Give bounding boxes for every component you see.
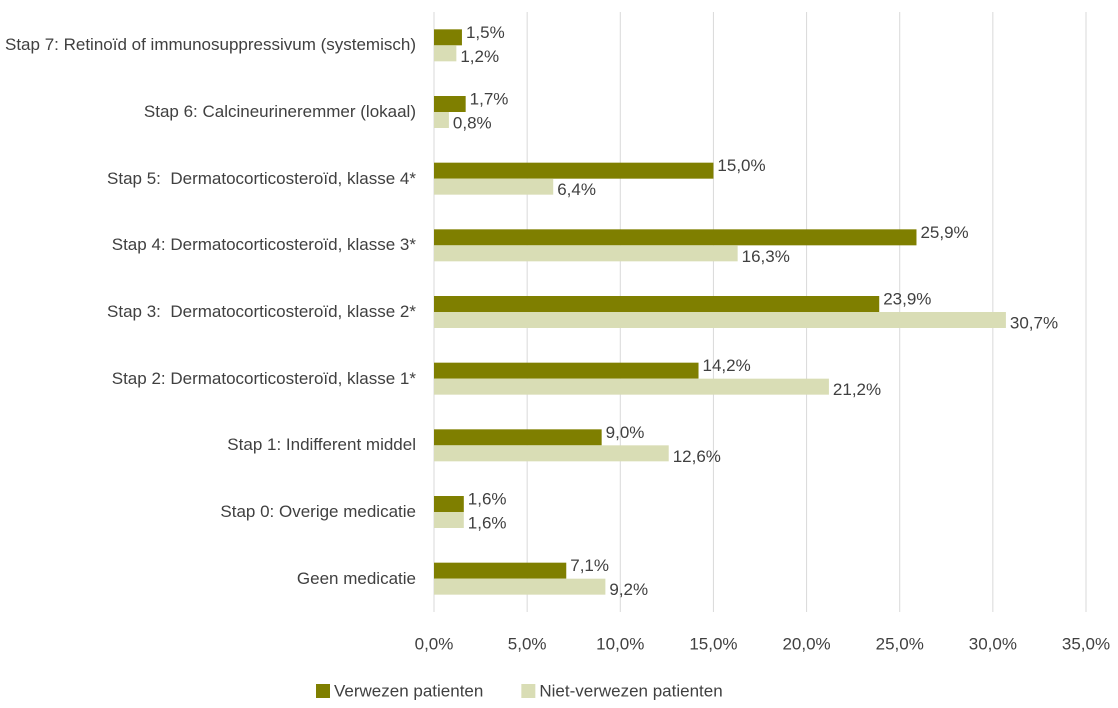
bar <box>434 162 714 179</box>
value-label: 1,6% <box>468 513 507 532</box>
value-label: 1,6% <box>468 489 507 508</box>
category-label: Stap 2: Dermatocorticosteroïd, klasse 1* <box>111 368 416 388</box>
bar <box>434 578 606 595</box>
category-label: Stap 3: Dermatocorticosteroïd, klasse 2* <box>107 302 416 321</box>
legend-swatch <box>316 684 330 698</box>
bar <box>434 229 917 246</box>
value-label: 1,2% <box>460 47 499 66</box>
legend-label: Verwezen patienten <box>334 681 483 700</box>
x-tick-label: 15,0% <box>689 634 737 653</box>
bar <box>434 562 567 579</box>
legend-label: Niet-verwezen patienten <box>539 681 722 700</box>
bar <box>434 429 602 446</box>
x-tick-label: 20,0% <box>782 634 830 653</box>
value-label: 7,1% <box>570 556 609 575</box>
category-label: Stap 5: Dermatocorticosteroïd, klasse 4* <box>107 168 416 188</box>
legend-swatch <box>521 684 536 698</box>
bar <box>434 178 554 195</box>
value-label: 21,2% <box>833 380 881 399</box>
category-label: Stap 0: Overige medicatie <box>220 502 416 521</box>
bar <box>434 312 1006 328</box>
value-label: 0,8% <box>453 113 492 132</box>
bar <box>434 29 462 46</box>
value-label: 9,0% <box>606 423 645 442</box>
bar <box>434 96 466 112</box>
bar <box>434 445 669 462</box>
bar <box>434 245 738 262</box>
category-label: Stap 1: Indifferent middel <box>227 435 416 455</box>
value-label: 6,4% <box>557 180 596 199</box>
bar <box>434 496 464 512</box>
value-label: 16,3% <box>742 247 790 266</box>
value-label: 30,7% <box>1010 313 1058 332</box>
value-label: 1,5% <box>466 23 505 42</box>
bar <box>434 378 829 395</box>
value-label: 15,0% <box>717 156 765 175</box>
value-label: 12,6% <box>673 447 721 466</box>
value-label: 23,9% <box>883 289 931 308</box>
category-label: Geen medicatie <box>296 568 416 588</box>
bar <box>434 45 457 62</box>
bar <box>434 296 880 312</box>
category-label: Stap 7: Retinoïd of immunosuppressivum (… <box>5 35 416 55</box>
x-tick-label: 5,0% <box>508 634 547 653</box>
bar <box>434 512 464 528</box>
x-tick-label: 10,0% <box>596 634 644 653</box>
x-tick-label: 30,0% <box>969 634 1017 653</box>
value-label: 1,7% <box>470 89 509 108</box>
category-label: Stap 6: Calcineurineremmer (lokaal) <box>143 102 416 121</box>
value-label: 9,2% <box>609 580 648 599</box>
x-tick-label: 0,0% <box>415 634 454 653</box>
category-label: Stap 4: Dermatocorticosteroïd, klasse 3* <box>111 235 416 255</box>
x-tick-label: 25,0% <box>876 634 924 653</box>
bar <box>434 112 449 128</box>
value-label: 25,9% <box>920 223 968 242</box>
value-label: 14,2% <box>703 356 751 375</box>
x-tick-label: 35,0% <box>1062 634 1110 653</box>
bar <box>434 362 699 379</box>
